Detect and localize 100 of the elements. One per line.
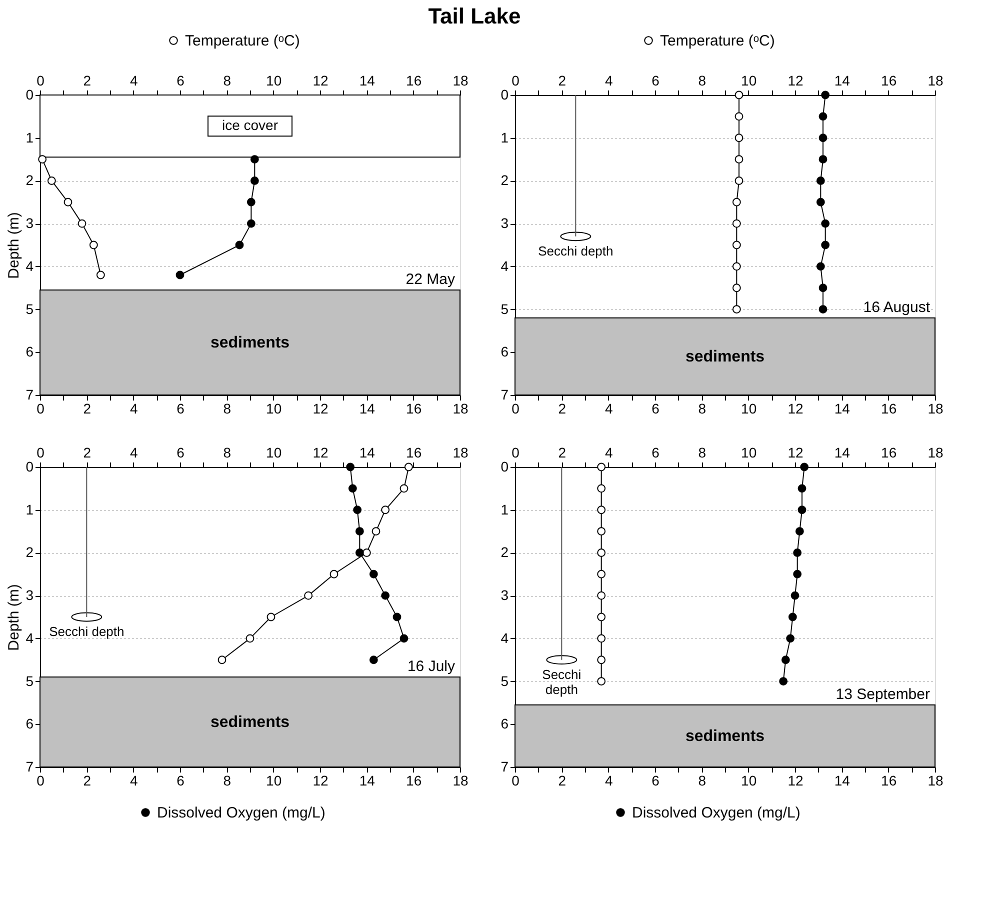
x2-tick-label: 18 — [452, 72, 468, 88]
band-label: sediments — [685, 348, 765, 366]
y-tick-label: 6 — [26, 344, 34, 360]
point — [816, 176, 825, 185]
x-tick-label: 14 — [359, 400, 376, 416]
x-tick-label: 16 — [406, 772, 422, 788]
x-tick-label: 18 — [452, 772, 468, 788]
x2-tick-label: 8 — [223, 444, 232, 460]
y-tick-label: 4 — [500, 258, 509, 274]
x-tick-label: 2 — [558, 400, 566, 416]
legend-label: Dissolved Oxygen (mg/L) — [632, 804, 800, 822]
annotation: 13 September — [836, 686, 930, 703]
point — [597, 591, 606, 600]
point — [818, 134, 828, 142]
point — [734, 155, 744, 164]
point — [798, 506, 806, 514]
x-tick-label: 2 — [83, 772, 92, 788]
x-tick-label: 8 — [698, 400, 706, 416]
x2-tick-label: 10 — [741, 72, 757, 88]
point — [246, 198, 256, 206]
point — [381, 506, 390, 514]
point — [400, 484, 408, 493]
y-tick-label: 0 — [26, 86, 34, 102]
x2-tick-label: 2 — [558, 444, 566, 460]
point — [597, 612, 606, 622]
x-tick-label: 18 — [928, 772, 944, 788]
point — [732, 198, 741, 206]
x2-tick-label: 2 — [558, 72, 566, 88]
point — [369, 656, 378, 664]
point — [732, 305, 741, 314]
x-tick-label: 8 — [223, 772, 232, 788]
x2-tick-label: 10 — [741, 444, 757, 460]
x-tick-label: 14 — [834, 400, 850, 416]
point — [362, 548, 371, 557]
point — [734, 134, 744, 142]
point — [369, 570, 378, 578]
point — [818, 284, 828, 292]
x2-tick-label: 14 — [359, 72, 376, 88]
x-tick-label: 10 — [266, 400, 282, 416]
x-tick-label: 4 — [604, 772, 613, 788]
point — [818, 155, 828, 164]
point — [346, 462, 355, 472]
y-tick-label: 3 — [26, 587, 34, 604]
x2-tick-label: 4 — [604, 444, 613, 460]
y-tick-label: 2 — [26, 544, 34, 560]
x-tick-label: 12 — [312, 772, 328, 788]
x-tick-label: 8 — [223, 400, 232, 416]
x-tick-label: 0 — [36, 772, 45, 788]
y-tick-label: 1 — [500, 501, 509, 518]
x2-tick-label: 8 — [698, 72, 706, 88]
point — [821, 90, 830, 100]
x-tick-label: 14 — [359, 772, 376, 788]
point — [732, 262, 741, 271]
point — [235, 240, 244, 250]
y-tick-label: 1 — [500, 129, 509, 146]
x-tick-label: 0 — [512, 772, 520, 788]
x2-tick-label: 2 — [83, 444, 92, 460]
x-tick-label: 0 — [512, 400, 520, 416]
y-tick-label: 5 — [26, 300, 34, 317]
annotation: 16 August — [863, 298, 931, 316]
x-tick-label: 16 — [881, 400, 897, 416]
x-tick-label: 10 — [741, 772, 757, 788]
point — [732, 240, 741, 250]
point — [47, 176, 56, 185]
point — [732, 284, 741, 292]
y-tick-label: 2 — [500, 172, 509, 188]
point — [304, 591, 313, 600]
x-tick-label: 8 — [698, 772, 706, 788]
point — [790, 591, 800, 600]
point — [597, 548, 606, 557]
point — [597, 527, 606, 536]
x-tick-label: 6 — [652, 400, 660, 416]
point — [348, 484, 357, 493]
y-tick-label: 5 — [26, 672, 34, 689]
point — [818, 112, 828, 121]
point — [78, 219, 86, 228]
point — [795, 527, 804, 536]
y-tick-label: 7 — [26, 386, 34, 402]
y-tick-label: 0 — [500, 458, 509, 474]
y-tick-label: 1 — [26, 501, 34, 518]
x2-tick-label: 0 — [36, 72, 45, 88]
y-tick-label: 1 — [26, 129, 34, 146]
x-tick-label: 2 — [83, 400, 92, 416]
point — [250, 155, 259, 164]
x2-tick-label: 12 — [312, 72, 328, 88]
point — [38, 155, 47, 164]
x-tick-label: 6 — [176, 400, 185, 416]
chart-title: Tail Lake — [428, 4, 521, 28]
x-tick-label: 16 — [406, 400, 422, 416]
y-tick-label: 4 — [26, 258, 34, 274]
x2-tick-label: 4 — [130, 444, 138, 460]
y-tick-label: 6 — [500, 344, 509, 360]
x2-tick-label: 0 — [512, 72, 520, 88]
y-tick-label: 2 — [500, 544, 509, 560]
y-tick-label: 7 — [26, 758, 34, 774]
x2-tick-label: 10 — [266, 444, 282, 460]
point — [732, 219, 741, 228]
point — [786, 634, 795, 643]
y-tick-label: 3 — [500, 215, 509, 232]
x2-tick-label: 16 — [406, 72, 422, 88]
